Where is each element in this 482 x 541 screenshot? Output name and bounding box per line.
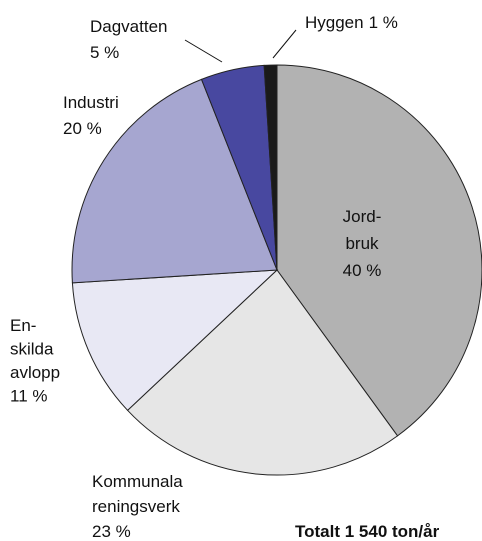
category-label: Kommunala reningsverk [92,472,183,516]
value-label: 5 % [90,43,119,62]
category-label: Jord-bruk [343,207,382,253]
pie-slice [276,64,482,437]
pie-slice [71,269,279,412]
pie-slice [126,269,399,476]
leader-line [272,29,297,59]
value-label: 20 % [63,119,102,138]
value-label: 11 % [10,387,48,406]
leader-line [184,39,223,63]
category-label: En-skilda avlopp [10,316,60,382]
category-label: Dagvatten [90,17,168,36]
category-label: Industri [63,93,119,112]
value-label: 40 % [343,261,382,280]
pie-slice [71,78,278,284]
pie-slice [263,64,278,271]
pie [71,64,482,476]
category-label: Hyggen [305,13,364,32]
value-label: 23 % [92,522,131,541]
total-annotation: Totalt 1 540 ton/år [295,522,440,541]
value-label: 1 % [369,13,398,32]
